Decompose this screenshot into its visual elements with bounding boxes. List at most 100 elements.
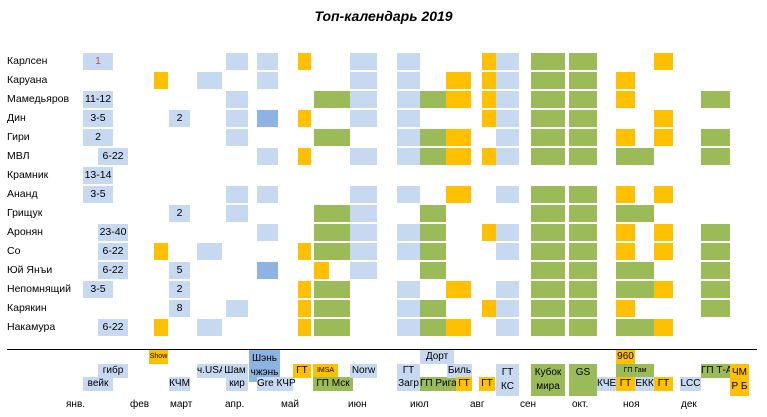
calendar-cell (482, 110, 496, 127)
player-name: Юй Янъи (7, 264, 53, 276)
calendar-cell (654, 186, 673, 203)
calendar-cell (569, 243, 597, 260)
player-name: Гири (7, 131, 30, 143)
calendar-cell (701, 243, 730, 260)
calendar-cell (531, 205, 565, 222)
player-name: МВЛ (7, 150, 30, 162)
calendar-cell (616, 72, 635, 89)
calendar-cell (531, 91, 565, 108)
calendar-cell: 6-22 (98, 262, 128, 279)
calendar-cell (420, 224, 446, 241)
calendar-cell: 3-5 (83, 110, 113, 127)
tournament-label: 960 (616, 350, 635, 364)
calendar-cell (701, 281, 730, 298)
calendar-cell (257, 224, 278, 241)
player-name: Аронян (7, 226, 43, 238)
calendar-cell (569, 72, 597, 89)
calendar-cell (446, 319, 471, 336)
tournament-label: ЕКК (635, 377, 654, 391)
month-label: ноя (623, 399, 640, 410)
calendar-cell (531, 262, 565, 279)
tournament-label: ГТ (479, 377, 495, 391)
calendar-cell (314, 262, 329, 279)
calendar-cell (298, 53, 311, 70)
player-name: Со (7, 245, 21, 257)
tournament-label: ч.USA (197, 364, 226, 378)
calendar-cell (420, 300, 446, 317)
calendar-cell (654, 319, 673, 336)
tournament-label: ГТ (293, 364, 311, 378)
calendar-cell (420, 129, 446, 146)
calendar-cell (616, 91, 635, 108)
calendar-cell (531, 148, 565, 165)
calendar-cell (350, 53, 377, 70)
calendar-cell (397, 243, 420, 260)
calendar-cell (569, 224, 597, 241)
calendar-cell: 6-22 (98, 243, 128, 260)
calendar-cell (569, 129, 597, 146)
player-name: Грищук (7, 207, 43, 219)
calendar-cell: 3-5 (83, 281, 113, 298)
calendar-cell (397, 224, 420, 241)
calendar-cell (154, 243, 168, 260)
calendar-cell (420, 262, 446, 279)
calendar-cell (226, 110, 248, 127)
tournament-label: ГП Рига (420, 377, 457, 391)
calendar-cell (257, 53, 278, 70)
calendar-cell (616, 300, 635, 317)
calendar-cell (496, 224, 519, 241)
calendar-cell (226, 53, 248, 70)
calendar-cell: 23-40 (98, 224, 128, 241)
calendar-cell (314, 224, 350, 241)
calendar-cell (350, 148, 377, 165)
calendar-cell (701, 129, 730, 146)
calendar-cell (397, 186, 420, 203)
calendar-cell (616, 243, 635, 260)
calendar-cell (350, 110, 377, 127)
calendar-cell (569, 205, 597, 222)
calendar-cell (496, 281, 519, 298)
month-label: дек (681, 399, 697, 410)
divider-line (7, 349, 757, 350)
calendar-cell (446, 91, 471, 108)
calendar-cell (482, 91, 496, 108)
month-label: май (281, 399, 300, 410)
tournament-label: IMSA (313, 364, 338, 378)
calendar-cell (496, 91, 519, 108)
calendar-cell: 2 (169, 110, 190, 127)
calendar-cell (350, 243, 377, 260)
tournament-label: Дорт (420, 350, 454, 364)
calendar-cell (654, 110, 673, 127)
calendar-cell (496, 186, 519, 203)
calendar-cell (397, 110, 420, 127)
calendar-cell (569, 53, 597, 70)
player-name: Каруана (7, 74, 48, 86)
calendar-cell (616, 262, 654, 279)
calendar-cell (496, 243, 519, 260)
calendar-cell (397, 319, 420, 336)
calendar-cell (257, 148, 278, 165)
tournament-label: ГТ (397, 364, 420, 378)
calendar-cell (482, 148, 496, 165)
calendar-cell: 5 (169, 262, 190, 279)
calendar-cell (298, 319, 311, 336)
calendar-cell (397, 148, 420, 165)
tournament-label: КЧМ (169, 377, 190, 391)
calendar-cell (496, 300, 519, 317)
calendar-cell (350, 224, 377, 241)
calendar-cell (531, 72, 565, 89)
calendar-cell (226, 91, 248, 108)
tournament-label: GS (569, 364, 597, 396)
calendar-cell (226, 205, 248, 222)
calendar-cell (654, 281, 673, 298)
calendar-cell (569, 148, 597, 165)
calendar-cell: 6-22 (98, 148, 128, 165)
month-label: июл (410, 399, 429, 410)
calendar-cell (257, 72, 278, 89)
month-label: апр. (225, 399, 245, 410)
calendar-cell (569, 110, 597, 127)
calendar-cell: 11-12 (83, 91, 113, 108)
tournament-label: ГП Т-А (701, 364, 733, 378)
calendar-cell (446, 281, 471, 298)
calendar-cell (226, 186, 248, 203)
